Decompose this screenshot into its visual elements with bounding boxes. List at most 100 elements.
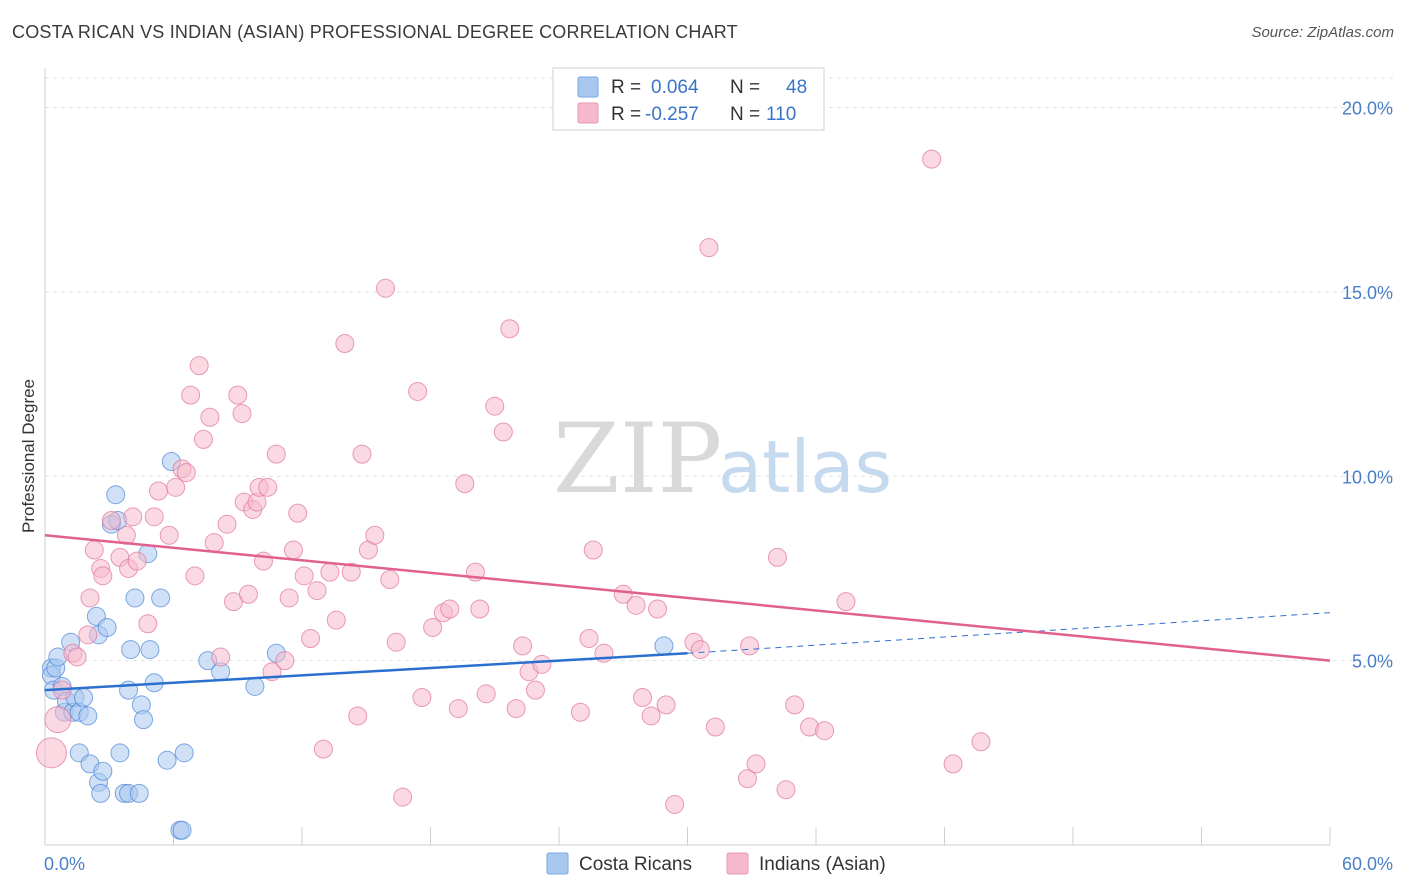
series-legend-swatch-costa-rican [546,852,569,875]
legend-r-label: R = [611,77,641,98]
data-point [84,540,104,560]
watermark-zip: ZIP [553,403,722,515]
data-point [412,688,432,707]
data-point [341,562,361,582]
data-point [579,629,599,648]
data-point [78,706,98,726]
data-point [785,695,805,715]
data-point [352,444,372,464]
trend-lines [44,534,1331,692]
data-point [228,385,248,405]
data-point [767,547,787,567]
data-point [423,617,443,637]
data-point [78,625,98,645]
data-point [193,429,213,449]
trend-line [44,652,688,692]
data-point [211,647,231,667]
data-point [971,732,991,752]
data-point [238,584,258,604]
data-point [393,787,413,807]
data-point [301,629,321,648]
legend-n-value: 48 [786,77,807,98]
data-point [245,676,265,696]
data-point [320,562,340,582]
y-tick-label: 5.0% [1352,652,1393,672]
series-legend-label-costa-rican: Costa Ricans [579,854,692,875]
data-point [157,750,177,770]
stats-legend: R = 0.064 N = 48 R = -0.257 N = 110 [552,67,825,131]
data-point [125,588,145,608]
data-point [97,617,117,637]
data-point [223,592,243,612]
tick-labels: 5.0% 10.0% 15.0% 20.0% 0.0% 60.0% [44,99,1393,875]
data-point [485,396,505,416]
data-point [493,422,513,442]
data-point [570,702,590,722]
data-point [127,551,147,571]
data-point [448,699,468,719]
data-point [613,584,633,604]
legend-r-label: R = [611,104,641,125]
data-point [93,761,113,781]
data-point [776,780,796,800]
y-axis-label: Professional Degree [19,379,38,533]
chart-title: COSTA RICAN VS INDIAN (ASIAN) PROFESSION… [12,22,738,42]
data-point [91,783,111,803]
data-point [740,636,760,656]
data-point [185,566,205,586]
data-point [232,404,252,424]
data-point [633,688,653,707]
legend-swatch-indian-asian [577,102,599,124]
data-point [532,654,552,674]
data-point [583,540,603,560]
data-point [101,511,121,530]
data-point [176,463,196,483]
data-point [648,599,668,619]
series-legend-label-indian-asian: Indians (Asian) [759,854,886,875]
data-point [326,610,346,630]
data-point [313,739,333,759]
data-point [386,632,406,652]
data-point [922,149,942,169]
data-point [172,820,192,840]
data-point [159,525,179,545]
data-point [106,485,126,505]
data-point [174,743,194,763]
y-tick-label: 15.0% [1342,283,1393,303]
data-point [151,588,171,608]
series-legend: Costa Ricans Indians (Asian) [546,852,886,875]
data-point [275,651,295,671]
data-point [626,595,646,615]
data-point [35,737,67,769]
data-point [476,684,496,704]
data-point [74,688,94,707]
data-point [699,238,719,258]
data-point [266,444,286,464]
data-point [80,588,100,608]
series-legend-swatch-indian-asian [726,852,749,875]
data-point [189,356,209,376]
data-point [67,647,87,667]
data-point [149,481,169,501]
data-point [121,640,141,660]
data-point [470,599,490,619]
data-point [294,566,314,586]
data-point [166,477,186,497]
data-point [641,706,661,726]
data-point [204,533,224,553]
data-point [307,581,327,601]
data-point [123,507,143,527]
data-point [500,319,520,339]
data-point [705,717,725,737]
data-point [258,477,278,497]
data-point [656,695,676,715]
axes [44,68,1331,846]
data-point [408,381,428,401]
data-point [140,640,160,660]
legend-n-value: 110 [766,104,796,125]
trend-line [44,534,1331,662]
data-point [279,588,299,608]
data-point [513,636,533,656]
y-tick-label: 20.0% [1342,99,1393,119]
data-point [746,754,766,774]
